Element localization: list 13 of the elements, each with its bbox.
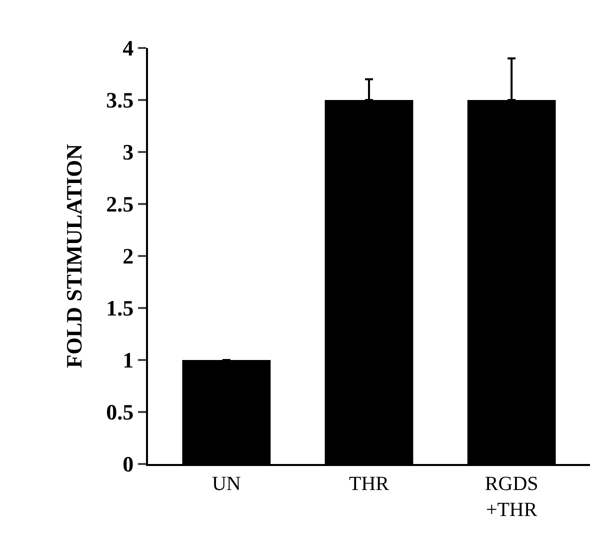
y-tick-label: 4 <box>122 36 134 61</box>
y-axis-title: FOLD STIMULATION <box>61 144 86 368</box>
x-tick-label: RGDS +THR <box>484 473 538 521</box>
y-tick-label: 0 <box>122 452 134 477</box>
y-tick-label: 2.5 <box>106 192 134 217</box>
y-tick-label: 3 <box>122 140 134 165</box>
y-tick-label: 1.5 <box>106 296 134 321</box>
y-tick-label: 3.5 <box>106 88 134 113</box>
y-tick-label: 2 <box>122 244 134 269</box>
x-tick-label: THR <box>349 473 390 495</box>
y-tick-label: 1 <box>122 348 134 373</box>
x-tick-label: UN <box>212 473 241 495</box>
y-tick-label: 0.5 <box>106 400 134 425</box>
